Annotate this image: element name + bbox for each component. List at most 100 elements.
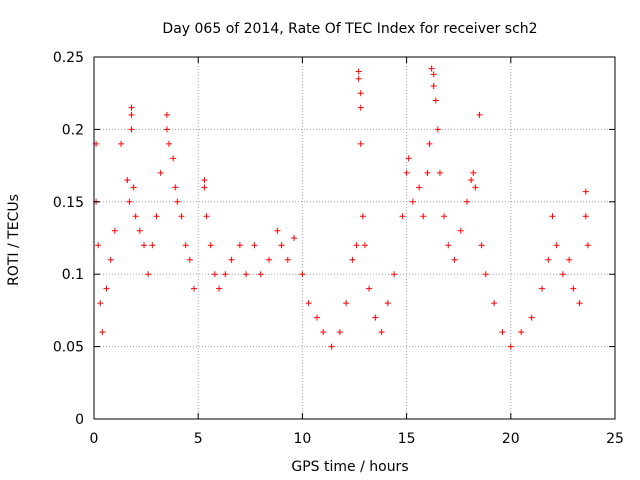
data-point xyxy=(451,256,458,263)
data-point xyxy=(178,213,185,220)
data-point xyxy=(305,300,312,307)
data-point xyxy=(468,177,475,184)
x-tick-label: 0 xyxy=(90,431,99,447)
data-point xyxy=(441,213,448,220)
x-tick-label: 25 xyxy=(606,431,624,447)
data-point xyxy=(128,111,135,118)
data-point xyxy=(132,213,139,220)
data-point xyxy=(584,242,591,249)
data-point xyxy=(353,242,360,249)
y-tick-label: 0 xyxy=(75,412,84,428)
data-point xyxy=(528,314,535,321)
data-point xyxy=(201,184,208,191)
data-point xyxy=(163,126,170,133)
data-point xyxy=(355,68,362,75)
data-point xyxy=(118,140,125,147)
data-point xyxy=(518,329,525,336)
axis-ticks xyxy=(93,56,616,420)
data-point xyxy=(372,314,379,321)
data-point xyxy=(274,227,281,234)
data-point xyxy=(149,242,156,249)
data-point xyxy=(428,65,435,72)
data-point xyxy=(228,256,235,263)
x-tick-label: 5 xyxy=(194,431,203,447)
data-point xyxy=(570,285,577,292)
data-point xyxy=(320,329,327,336)
data-point xyxy=(361,242,368,249)
y-tick-labels: 0 0.05 0.1 0.15 0.2 0.25 xyxy=(53,50,84,428)
data-point xyxy=(384,300,391,307)
data-point xyxy=(130,184,137,191)
data-point xyxy=(549,213,556,220)
data-point xyxy=(499,329,506,336)
data-point xyxy=(357,90,364,97)
data-point xyxy=(434,126,441,133)
x-tick-labels: 0 5 10 15 20 25 xyxy=(90,431,624,447)
data-point xyxy=(157,169,164,176)
data-point xyxy=(426,140,433,147)
data-point xyxy=(182,242,189,249)
data-point xyxy=(172,184,179,191)
data-point xyxy=(257,271,264,278)
data-point xyxy=(141,242,148,249)
data-point xyxy=(107,256,114,263)
data-point xyxy=(243,271,250,278)
data-point xyxy=(491,300,498,307)
data-point xyxy=(424,169,431,176)
data-point xyxy=(203,213,210,220)
plot-frame xyxy=(93,56,616,420)
data-point xyxy=(153,213,160,220)
data-point xyxy=(163,111,170,118)
data-point xyxy=(545,256,552,263)
data-point xyxy=(582,188,589,195)
data-point xyxy=(111,227,118,234)
data-point xyxy=(328,343,335,350)
data-point xyxy=(559,271,566,278)
data-point xyxy=(366,285,373,292)
data-point xyxy=(201,177,208,184)
data-point xyxy=(99,329,106,336)
data-point xyxy=(553,242,560,249)
data-point xyxy=(539,285,546,292)
data-point xyxy=(436,169,443,176)
data-point xyxy=(420,213,427,220)
grid xyxy=(94,57,615,419)
data-point xyxy=(299,271,306,278)
data-point xyxy=(251,242,258,249)
data-point xyxy=(357,140,364,147)
x-tick-label: 15 xyxy=(398,431,416,447)
data-point xyxy=(211,271,218,278)
x-axis-label: GPS time / hours xyxy=(291,459,408,475)
data-point xyxy=(124,177,131,184)
data-point xyxy=(432,97,439,104)
data-point xyxy=(405,155,412,162)
data-point xyxy=(576,300,583,307)
y-tick-label: 0.1 xyxy=(62,267,84,283)
data-point xyxy=(470,169,477,176)
data-point xyxy=(343,300,350,307)
data-point xyxy=(409,198,416,205)
data-point xyxy=(128,104,135,111)
data-point xyxy=(355,75,362,82)
data-point xyxy=(472,184,479,191)
data-point xyxy=(222,271,229,278)
data-point xyxy=(103,285,110,292)
data-point xyxy=(430,82,437,89)
data-point xyxy=(95,242,102,249)
data-point xyxy=(445,242,452,249)
data-point xyxy=(207,242,214,249)
data-point xyxy=(403,169,410,176)
data-point xyxy=(507,343,514,350)
data-point xyxy=(464,198,471,205)
y-tick-label: 0.2 xyxy=(62,122,84,138)
data-point xyxy=(145,271,152,278)
data-point xyxy=(566,256,573,263)
data-point xyxy=(357,104,364,111)
data-point xyxy=(313,314,320,321)
data-point xyxy=(166,140,173,147)
data-point xyxy=(284,256,291,263)
data-point xyxy=(236,242,243,249)
data-point xyxy=(582,213,589,220)
data-point xyxy=(476,111,483,118)
data-point xyxy=(336,329,343,336)
